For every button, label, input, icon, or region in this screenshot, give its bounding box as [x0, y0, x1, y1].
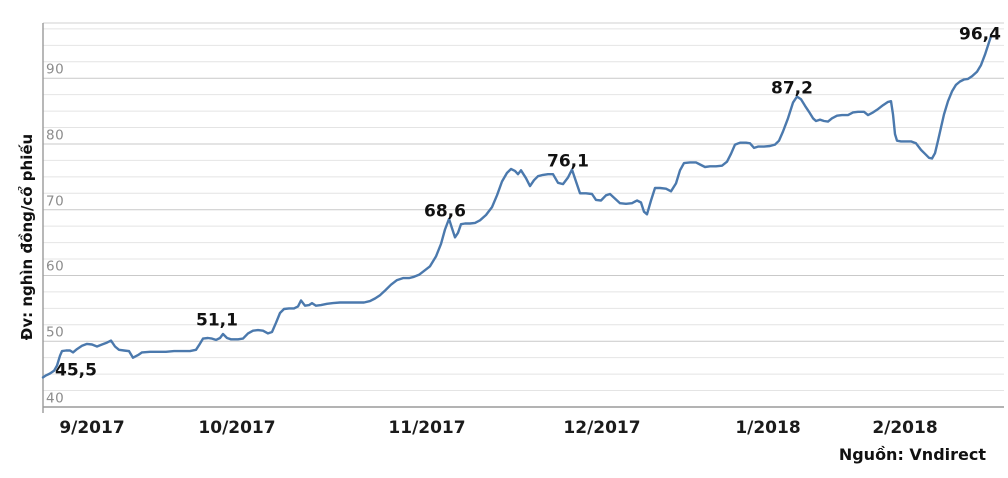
x-tick-label: 1/2018 [735, 418, 801, 438]
y-tick-label: 60 [46, 258, 65, 275]
y-tick-label: 40 [46, 390, 65, 407]
y-axis-title: Đv: nghìn đồng/cổ phiếu [18, 133, 36, 341]
y-tick-label: 80 [46, 127, 65, 144]
data-label: 68,6 [424, 201, 466, 222]
x-tick-label: 2/2018 [872, 418, 938, 438]
price-line-series [41, 35, 993, 379]
x-tick-label: 10/2017 [198, 418, 276, 438]
y-tick-label: 70 [46, 193, 65, 210]
source-caption: Nguồn: Vndirect [838, 445, 986, 464]
data-label: 76,1 [547, 151, 589, 172]
data-label: 96,4 [959, 24, 1001, 45]
x-tick-label: 9/2017 [59, 418, 125, 438]
y-tick-label: 90 [46, 61, 65, 78]
data-label: 87,2 [771, 78, 813, 99]
x-tick-label: 12/2017 [563, 418, 641, 438]
data-label: 51,1 [196, 310, 238, 331]
y-tick-label: 50 [46, 324, 65, 341]
data-label: 45,5 [55, 360, 97, 381]
x-tick-label: 11/2017 [388, 418, 466, 438]
